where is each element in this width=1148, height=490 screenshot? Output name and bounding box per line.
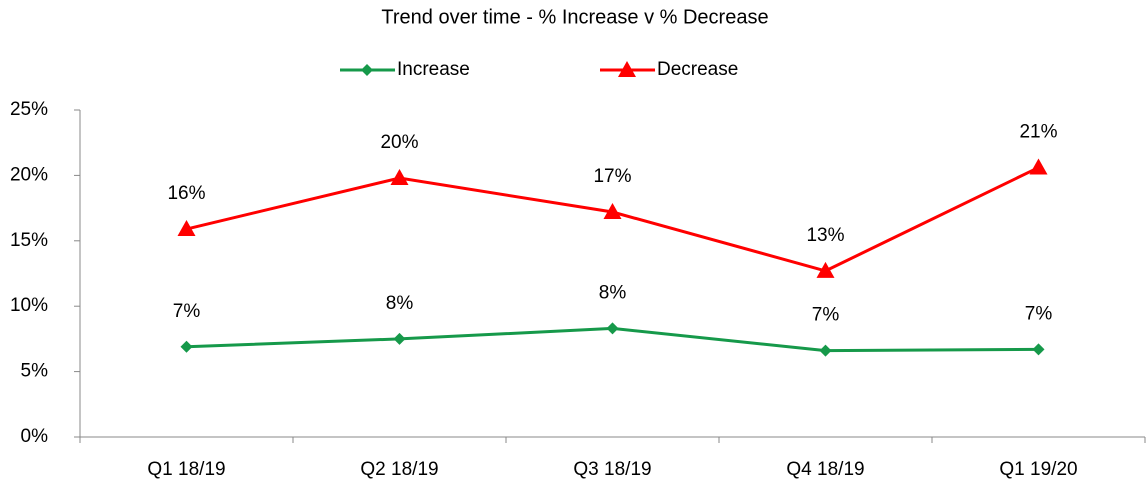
data-label: 21% <box>1019 122 1057 143</box>
data-point <box>819 344 832 357</box>
x-tick-label: Q1 19/20 <box>999 459 1077 480</box>
data-label: 16% <box>167 183 205 204</box>
data-label: 7% <box>173 301 201 322</box>
data-label: 13% <box>806 225 844 246</box>
legend-label: Decrease <box>657 59 738 80</box>
data-label: 7% <box>812 305 840 326</box>
data-label: 20% <box>380 132 418 153</box>
data-point <box>1032 343 1045 356</box>
data-label: 8% <box>386 293 414 314</box>
legend-marker <box>618 61 636 77</box>
data-point <box>180 340 193 353</box>
legend-label: Increase <box>397 59 470 80</box>
data-point <box>390 169 409 186</box>
chart-title: Trend over time - % Increase v % Decreas… <box>381 6 768 28</box>
y-tick-label: 0% <box>21 426 49 447</box>
data-point <box>1029 158 1048 175</box>
data-label: 7% <box>1025 303 1053 324</box>
x-tick-label: Q4 18/19 <box>786 459 864 480</box>
x-tick-label: Q3 18/19 <box>573 459 651 480</box>
data-label: 8% <box>599 282 627 303</box>
y-tick-label: 5% <box>21 361 49 382</box>
y-tick-label: 10% <box>10 295 48 316</box>
data-point <box>177 220 196 237</box>
data-point <box>816 261 835 278</box>
y-tick-label: 25% <box>10 99 48 120</box>
data-point <box>603 203 622 220</box>
data-point <box>606 322 619 335</box>
legend-marker <box>361 64 373 76</box>
x-tick-label: Q2 18/19 <box>360 459 438 480</box>
x-tick-label: Q1 18/19 <box>147 459 225 480</box>
y-tick-label: 20% <box>10 164 48 185</box>
data-label: 17% <box>593 166 631 187</box>
data-point <box>393 332 406 345</box>
y-tick-label: 15% <box>10 230 48 251</box>
